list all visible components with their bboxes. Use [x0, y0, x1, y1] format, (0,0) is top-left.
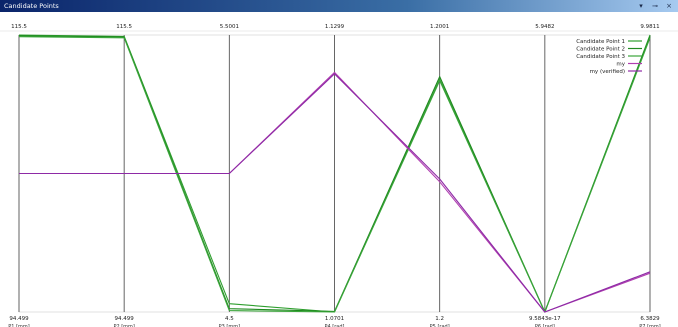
- axis-bottom-label-7: 6.3829: [640, 316, 660, 322]
- axis-bottom-label-5: 1.2: [435, 316, 444, 322]
- legend-label-3: Candidate Point 3: [576, 54, 625, 60]
- axis-top-label-5: 1.2001: [430, 24, 449, 30]
- axis-name-6: P6 [rad]: [535, 324, 555, 327]
- pin-icon[interactable]: ⊸: [652, 2, 658, 10]
- axis-name-1: P1 [mm]: [8, 324, 29, 327]
- legend-label-5: my (verified): [590, 69, 625, 75]
- legend-label-1: Candidate Point 1: [576, 39, 625, 45]
- axis-bottom-label-6: 9.5843e-17: [529, 316, 561, 322]
- legend-label-4: my: [616, 62, 625, 68]
- window-title: Candidate Points: [4, 2, 59, 10]
- axis-top-label-7: 9.9811: [640, 24, 659, 30]
- axis-name-4: P4 [rad]: [325, 324, 345, 327]
- legend-label-2: Candidate Point 2: [576, 47, 625, 53]
- axis-bottom-label-3: 4.5: [225, 316, 234, 322]
- dropdown-icon[interactable]: ▾: [639, 2, 643, 10]
- close-icon[interactable]: ×: [666, 2, 672, 10]
- parallel-coordinates-chart: 115.5 94.499 P1 [mm] 115.5 94.499 P2 [mm] 5.50…: [0, 24, 678, 327]
- series-line-5[interactable]: [19, 73, 651, 313]
- axis-top-label-2: 115.5: [116, 24, 132, 30]
- axis-name-2: P2 [mm]: [113, 324, 134, 327]
- axis-bottom-label-1: 94.499: [9, 316, 29, 322]
- axis-top-label-1: 115.5: [11, 24, 27, 30]
- axis-top-label-3: 5.5001: [220, 24, 239, 30]
- axis-name-7: P7 [mm]: [639, 324, 660, 327]
- axis-name-3: P3 [mm]: [219, 324, 240, 327]
- title-bar: Candidate Points ▾ ⊸ ×: [0, 0, 678, 12]
- axis-top-label-4: 1.1299: [325, 24, 345, 30]
- axis-top-label-6: 5.9482: [535, 24, 554, 30]
- window-controls: ▾ ⊸ ×: [636, 0, 674, 12]
- axis-bottom-label-4: 1.0701: [325, 316, 344, 322]
- axis-bottom-label-2: 94.499: [115, 316, 135, 322]
- axis-name-5: P5 [rad]: [430, 324, 450, 327]
